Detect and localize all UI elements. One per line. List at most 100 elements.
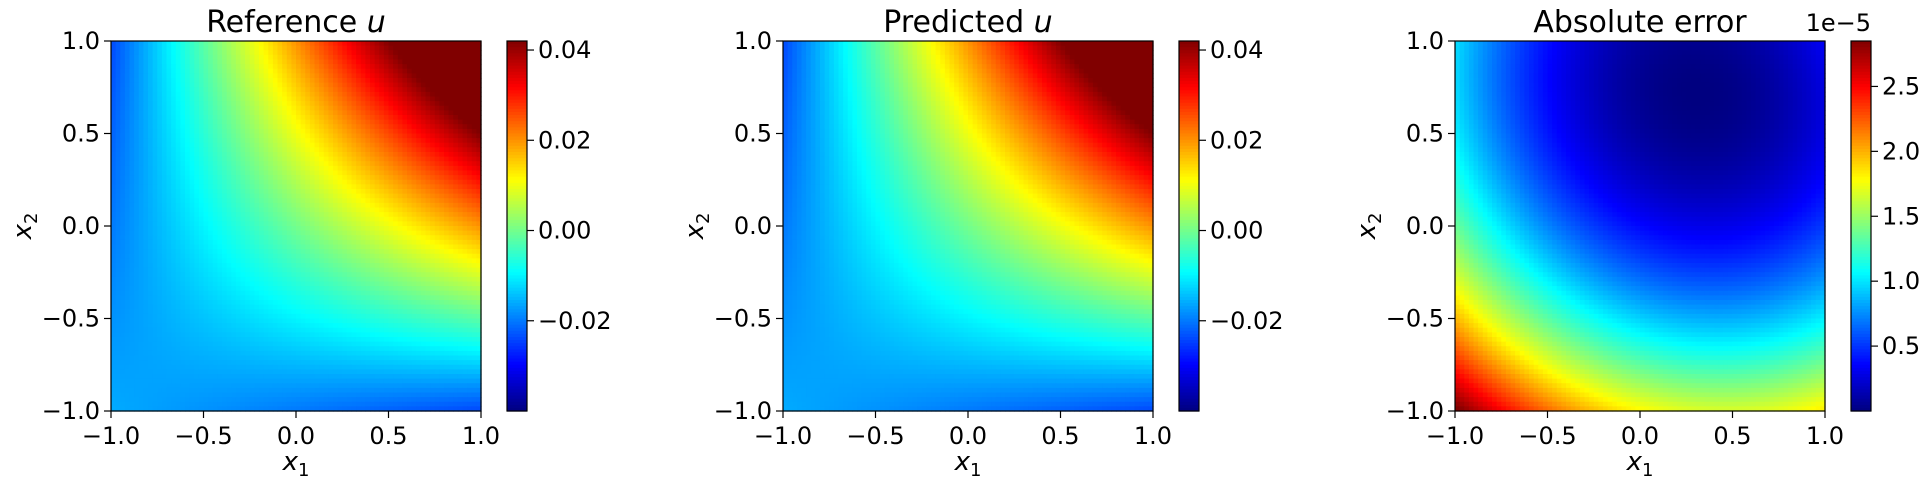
heatmap-cell <box>383 82 390 88</box>
heatmap-cell <box>259 142 265 148</box>
heatmap-cell <box>171 193 177 199</box>
heatmap-cell <box>457 276 464 283</box>
heatmap-cell <box>152 184 158 190</box>
heatmap-cell <box>425 300 431 306</box>
heatmap-cell <box>185 235 191 241</box>
heatmap-cell <box>420 221 427 227</box>
heatmap-cell <box>194 91 200 98</box>
heatmap-cell <box>402 82 408 88</box>
heatmap-cell <box>138 272 144 278</box>
heatmap-cell <box>416 101 422 107</box>
heatmap-cell <box>180 105 186 111</box>
heatmap-cell <box>467 276 473 283</box>
heatmap-cell <box>471 142 477 148</box>
heatmap-cell <box>282 207 288 213</box>
heatmap-cell <box>365 110 371 116</box>
heatmap-cell <box>370 249 376 255</box>
heatmap-cell <box>259 253 265 259</box>
heatmap-cell <box>124 244 131 250</box>
heatmap-cell <box>226 313 232 320</box>
heatmap-cell <box>235 304 242 310</box>
heatmap-cell <box>342 193 348 199</box>
heatmap-cell <box>416 253 422 259</box>
heatmap-cell <box>231 221 237 227</box>
heatmap-cell <box>240 64 246 70</box>
heatmap-cell <box>235 207 242 213</box>
heatmap-cell <box>346 295 353 301</box>
heatmap-cell <box>411 165 417 172</box>
heatmap-cell <box>263 184 269 190</box>
heatmap-cell <box>397 41 403 47</box>
heatmap-cell <box>180 175 186 181</box>
heatmap-cell <box>263 87 269 93</box>
heatmap-cell <box>222 244 228 250</box>
heatmap-cell <box>374 165 380 172</box>
heatmap-cell <box>309 87 316 93</box>
heatmap-cell <box>240 152 246 158</box>
heatmap-cell <box>291 184 297 190</box>
heatmap-cell <box>272 272 279 278</box>
heatmap-cell <box>245 239 251 246</box>
heatmap-cell <box>342 68 348 74</box>
heatmap-cell <box>291 267 297 273</box>
heatmap-cell <box>448 226 454 232</box>
heatmap-cell <box>333 193 339 199</box>
heatmap-cell <box>277 193 283 199</box>
heatmap-cell <box>300 263 306 269</box>
panel-1: Reference u−1.0 −0.5 0.0 0.5 1.0−1.0−0.50.00… <box>8 5 612 481</box>
heatmap-cell <box>346 68 353 74</box>
heatmap-cell <box>291 263 297 269</box>
heatmap-cell <box>111 165 117 172</box>
heatmap-cell <box>212 96 218 102</box>
heatmap-cell <box>272 41 279 47</box>
heatmap-cell <box>166 235 172 241</box>
heatmap-cell <box>240 133 246 139</box>
heatmap-cell <box>471 318 477 324</box>
heatmap-cell <box>259 41 265 47</box>
heatmap-cell <box>439 290 445 296</box>
heatmap-cell <box>152 276 158 283</box>
heatmap-cell <box>134 138 140 144</box>
heatmap-cell <box>166 184 172 190</box>
heatmap-cell <box>425 226 431 232</box>
heatmap-cell <box>111 235 117 241</box>
heatmap-cell <box>277 165 283 172</box>
heatmap-cell <box>254 244 260 250</box>
heatmap-cell <box>388 91 394 98</box>
heatmap-cell <box>309 309 316 315</box>
heatmap-cell <box>115 318 121 324</box>
heatmap-cell <box>439 179 445 185</box>
heatmap-cell <box>457 161 464 167</box>
heatmap-cell <box>444 226 450 232</box>
heatmap-cell <box>282 50 288 56</box>
heatmap-cell <box>198 226 205 232</box>
heatmap-cell <box>120 193 126 199</box>
heatmap-cell <box>333 59 339 65</box>
heatmap-cell <box>365 313 371 320</box>
heatmap-cell <box>157 309 163 315</box>
heatmap-cell <box>268 295 274 301</box>
heatmap-cell <box>212 244 218 250</box>
heatmap-cell <box>208 323 214 329</box>
heatmap-cell <box>457 207 464 213</box>
heatmap-cell <box>161 267 168 273</box>
heatmap-cell <box>319 216 325 222</box>
heatmap-cell <box>272 179 279 185</box>
heatmap-cell <box>222 290 228 296</box>
heatmap-cell <box>171 101 177 107</box>
heatmap-cell <box>430 226 436 232</box>
heatmap-cell <box>208 230 214 236</box>
heatmap-cell <box>346 318 353 324</box>
heatmap-cell <box>388 304 394 310</box>
heatmap-cell <box>305 152 311 158</box>
heatmap-cell <box>305 230 311 236</box>
heatmap-cell <box>222 87 228 93</box>
heatmap-cell <box>309 73 316 79</box>
heatmap-cell <box>222 133 228 139</box>
heatmap-cell <box>180 54 186 61</box>
heatmap-cell <box>148 221 154 227</box>
heatmap-cell <box>333 105 339 111</box>
heatmap-cell <box>138 152 144 158</box>
heatmap-cell <box>444 309 450 315</box>
heatmap-cell <box>212 239 218 246</box>
